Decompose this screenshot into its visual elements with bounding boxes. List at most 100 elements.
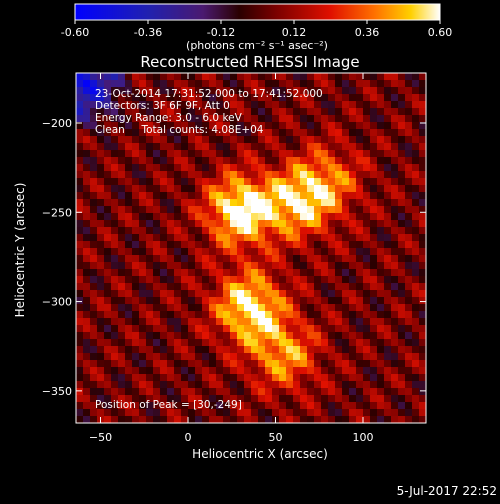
heatmap-cell: [405, 87, 413, 95]
heatmap-cell: [167, 346, 175, 354]
heatmap-cell: [251, 339, 259, 347]
heatmap-cell: [146, 171, 154, 179]
heatmap-cell: [188, 192, 196, 200]
heatmap-cell: [230, 199, 238, 207]
heatmap-cell: [97, 395, 105, 403]
heatmap-cell: [279, 94, 287, 102]
heatmap-cell: [398, 381, 406, 389]
heatmap-cell: [363, 73, 371, 81]
heatmap-cell: [370, 178, 378, 186]
heatmap-cell: [202, 381, 210, 389]
heatmap-cell: [363, 297, 371, 305]
heatmap-cell: [412, 220, 420, 228]
heatmap-cell: [223, 234, 231, 242]
heatmap-cell: [223, 150, 231, 158]
heatmap-cell: [391, 248, 399, 256]
heatmap-cell: [209, 73, 217, 81]
heatmap-cell: [279, 353, 287, 361]
heatmap-cell: [307, 192, 315, 200]
heatmap-cell: [181, 122, 189, 130]
heatmap-cell: [174, 381, 182, 389]
heatmap-cell: [83, 157, 91, 165]
heatmap-cell: [356, 381, 364, 389]
heatmap-cell: [202, 171, 210, 179]
heatmap-cell: [335, 80, 343, 88]
heatmap-cell: [258, 178, 266, 186]
heatmap-cell: [300, 416, 308, 424]
heatmap-cell: [216, 101, 224, 109]
heatmap-cell: [307, 178, 315, 186]
heatmap-cell: [76, 339, 84, 347]
heatmap-cell: [370, 94, 378, 102]
heatmap-cell: [181, 234, 189, 242]
heatmap-cell: [195, 388, 203, 396]
heatmap-cell: [384, 402, 392, 410]
heatmap-cell: [104, 171, 112, 179]
heatmap-cell: [356, 416, 364, 424]
heatmap-cell: [223, 346, 231, 354]
heatmap-cell: [398, 122, 406, 130]
heatmap-cell: [265, 409, 273, 417]
heatmap-cell: [412, 73, 420, 81]
heatmap-cell: [209, 346, 217, 354]
heatmap-cell: [307, 269, 315, 277]
heatmap-cell: [223, 87, 231, 95]
heatmap-cell: [118, 311, 126, 319]
heatmap-cell: [349, 206, 357, 214]
heatmap-cell: [160, 241, 168, 249]
heatmap-cell: [265, 157, 273, 165]
heatmap-cell: [307, 150, 315, 158]
heatmap-cell: [104, 206, 112, 214]
heatmap-cell: [419, 402, 427, 410]
heatmap-cell: [146, 269, 154, 277]
heatmap-cell: [321, 150, 329, 158]
annotation-total-counts: Clean Total counts: 4.08E+04: [95, 124, 264, 136]
heatmap-cell: [293, 248, 301, 256]
heatmap-cell: [251, 241, 259, 249]
heatmap-cell: [300, 73, 308, 81]
heatmap-cell: [202, 276, 210, 284]
heatmap-cell: [412, 325, 420, 333]
heatmap-cell: [293, 136, 301, 144]
heatmap-cell: [97, 353, 105, 361]
heatmap-cell: [244, 73, 252, 81]
heatmap-cell: [188, 101, 196, 109]
heatmap-cell: [405, 318, 413, 326]
heatmap-cell: [237, 325, 245, 333]
heatmap-cell: [76, 192, 84, 200]
heatmap-cell: [244, 388, 252, 396]
heatmap-cell: [244, 241, 252, 249]
heatmap-cell: [419, 199, 427, 207]
heatmap-cell: [293, 353, 301, 361]
heatmap-cell: [132, 192, 140, 200]
heatmap-cell: [118, 360, 126, 368]
heatmap-cell: [251, 227, 259, 235]
heatmap-cell: [118, 395, 126, 403]
heatmap-cell: [160, 346, 168, 354]
heatmap-cell: [405, 402, 413, 410]
heatmap-cell: [321, 367, 329, 375]
heatmap-cell: [160, 143, 168, 151]
heatmap-cell: [139, 360, 147, 368]
heatmap-cell: [188, 185, 196, 193]
y-axis-label: Heliocentric Y (arcsec): [13, 183, 27, 318]
heatmap-cell: [412, 381, 420, 389]
heatmap-cell: [216, 381, 224, 389]
heatmap-cell: [398, 248, 406, 256]
heatmap-cell: [76, 381, 84, 389]
heatmap-cell: [307, 80, 315, 88]
heatmap-cell: [258, 171, 266, 179]
heatmap-cell: [83, 164, 91, 172]
heatmap-cell: [132, 80, 140, 88]
heatmap-cell: [202, 108, 210, 116]
heatmap-cell: [125, 234, 133, 242]
heatmap-cell: [405, 409, 413, 417]
heatmap-cell: [258, 213, 266, 221]
heatmap-cell: [391, 381, 399, 389]
heatmap-cell: [104, 374, 112, 382]
heatmap-cell: [118, 143, 126, 151]
heatmap-cell: [279, 136, 287, 144]
heatmap-cell: [104, 381, 112, 389]
heatmap-cell: [258, 276, 266, 284]
heatmap-cell: [265, 339, 273, 347]
